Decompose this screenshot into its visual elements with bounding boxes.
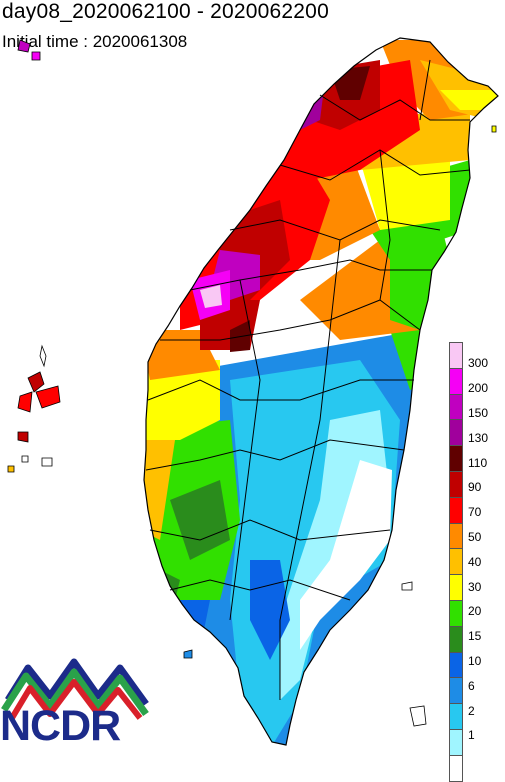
legend-label: 10 [468, 654, 482, 668]
legend-label: 20 [468, 604, 482, 618]
legend-label: 1 [468, 728, 475, 742]
map-title: day08_2020062100 - 2020062200 [2, 0, 329, 23]
legend-label: 2 [468, 704, 475, 718]
ncdr-logo [1, 658, 149, 720]
legend-swatch-15 [449, 626, 463, 653]
legend-swatch-20 [449, 600, 463, 627]
legend-swatch-70 [449, 497, 463, 524]
legend-label: 50 [468, 530, 482, 544]
legend-label: 30 [468, 580, 482, 594]
legend-swatch-1 [449, 729, 463, 756]
legend-swatch-50 [449, 523, 463, 550]
legend-swatch-110 [449, 446, 463, 472]
legend-swatch-6 [449, 678, 463, 705]
legend-label: 15 [468, 629, 482, 643]
county-boundaries [145, 59, 471, 700]
legend-label: 110 [468, 456, 488, 470]
rainfall-map [7, 37, 499, 746]
legend-swatch-40 [449, 549, 463, 576]
legend-label: 40 [468, 555, 482, 569]
ncdr-logo-text: NCDR [0, 702, 121, 750]
legend-swatch-0 [449, 755, 463, 782]
other-islands [17, 39, 497, 727]
legend-label: 200 [468, 381, 489, 395]
initial-time-label: Initial time : 2020061308 [2, 32, 188, 51]
legend-label: 90 [468, 480, 482, 494]
legend-swatch-130 [449, 420, 463, 447]
legend-swatch-90 [449, 471, 463, 498]
legend-swatch-200 [449, 368, 463, 395]
legend-swatch-2 [449, 704, 463, 730]
legend-label: 70 [468, 505, 482, 519]
legend-swatch-10 [449, 652, 463, 679]
legend-swatch-150 [449, 394, 463, 421]
legend-swatch-300 [449, 342, 463, 369]
legend-label: 6 [468, 679, 475, 693]
legend-label: 130 [468, 431, 489, 445]
legend-swatch-30 [449, 575, 463, 601]
rainfall-legend: 300 200 150 130 110 90 70 50 40 30 20 15… [449, 342, 488, 782]
legend-label: 150 [468, 406, 489, 420]
penghu-islands [7, 344, 61, 473]
legend-label: 300 [468, 356, 489, 370]
rainfall-fill [144, 38, 498, 745]
